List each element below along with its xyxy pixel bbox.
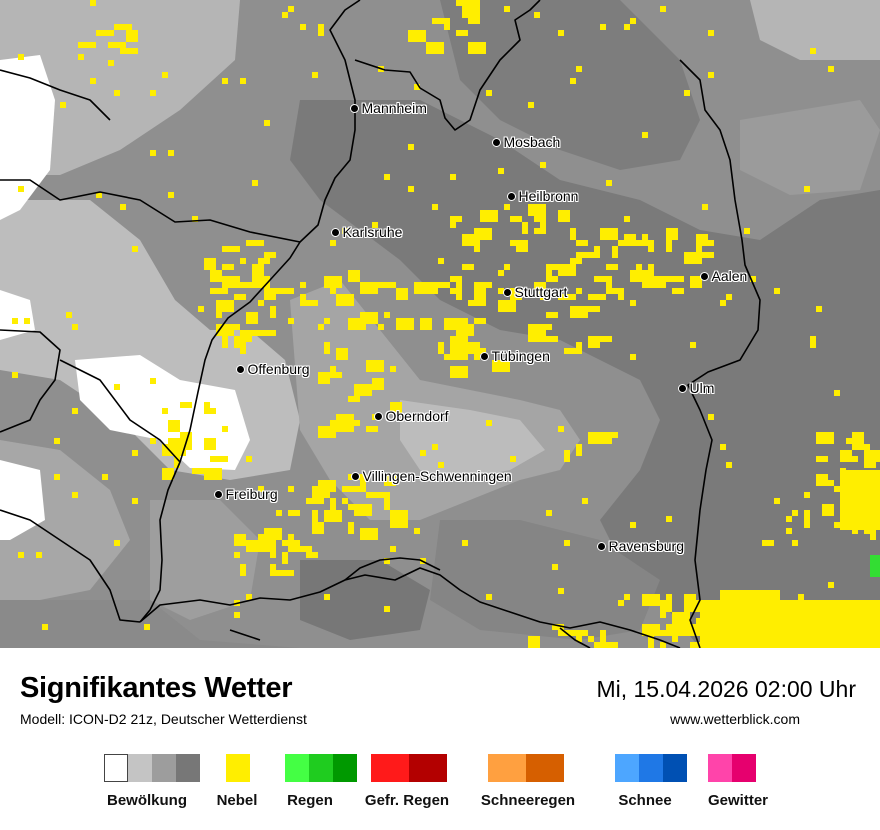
legend-label-thunderstorm: Gewitter — [707, 792, 769, 809]
legend-swatch — [526, 754, 564, 782]
legend-label-rain: Regen — [287, 792, 333, 809]
border-lines — [0, 0, 761, 648]
city-marker-freiburg[interactable]: Freiburg — [213, 486, 278, 502]
legend-swatches — [371, 754, 447, 782]
city-marker-mosbach[interactable]: Mosbach — [491, 134, 561, 150]
map-footer: Signifikantes Wetter Modell: ICON-D2 21z… — [0, 648, 880, 830]
city-marker-ravensburg[interactable]: Ravensburg — [596, 538, 685, 554]
legend-freezing-rain — [371, 754, 447, 782]
page-title: Signifikantes Wetter — [20, 672, 293, 704]
legend-swatches — [615, 754, 687, 782]
model-info: Modell: ICON-D2 21z, Deutscher Wetterdie… — [20, 711, 307, 727]
city-marker-oberndorf[interactable]: Oberndorf — [373, 408, 449, 424]
legend-swatches — [488, 754, 564, 782]
legend-swatch — [285, 754, 309, 782]
city-label: Stuttgart — [514, 284, 568, 300]
legend-swatches — [226, 754, 250, 782]
city-dot — [479, 351, 489, 361]
legend-swatches — [104, 754, 200, 782]
city-marker-karlsruhe[interactable]: Karlsruhe — [330, 224, 403, 240]
legend-swatch — [639, 754, 663, 782]
legend-swatch — [104, 754, 128, 782]
city-label: Freiburg — [225, 486, 278, 502]
city-marker-stuttgart[interactable]: Stuttgart — [502, 284, 568, 300]
legend-label-fog: Nebel — [216, 792, 258, 809]
city-dot — [502, 287, 512, 297]
legend-swatch — [128, 754, 152, 782]
forecast-datetime: Mi, 15.04.2026 02:00 Uhr — [596, 676, 856, 702]
cloud-cover-layer — [0, 0, 880, 648]
legend-rain — [285, 754, 357, 782]
city-label: Ulm — [689, 380, 715, 396]
legend-snow — [615, 754, 687, 782]
city-dot — [373, 411, 383, 421]
city-label: Mosbach — [503, 134, 561, 150]
city-label: Heilbronn — [518, 188, 579, 204]
city-label: Aalen — [711, 268, 748, 284]
legend-label-cloud-cover: Bewölkung — [106, 792, 188, 809]
city-dot — [330, 227, 340, 237]
legend-label-sleet: Schneeregen — [480, 792, 576, 809]
legend-swatches — [708, 754, 756, 782]
legend-fog — [226, 754, 250, 782]
city-marker-ulm[interactable]: Ulm — [677, 380, 715, 396]
legend-swatch — [333, 754, 357, 782]
city-dot — [506, 191, 516, 201]
legend-swatch — [176, 754, 200, 782]
legend-swatch — [663, 754, 687, 782]
city-dot — [349, 103, 359, 113]
city-dot — [596, 541, 606, 551]
city-label: Villingen-Schwenningen — [362, 468, 512, 484]
legend-sleet — [488, 754, 564, 782]
city-marker-offenburg[interactable]: Offenburg — [235, 361, 310, 377]
legend-thunderstorm — [708, 754, 756, 782]
legend-swatch — [488, 754, 526, 782]
legend-swatch — [371, 754, 409, 782]
city-label: Offenburg — [247, 361, 310, 377]
city-dot — [699, 271, 709, 281]
city-marker-tuebingen[interactable]: Tübingen — [479, 348, 550, 364]
city-label: Ravensburg — [608, 538, 685, 554]
city-dot — [677, 383, 687, 393]
fog-layer — [12, 0, 880, 648]
legend-cloud-cover — [104, 754, 200, 782]
legend-swatch — [152, 754, 176, 782]
rain-area — [870, 555, 880, 577]
city-label: Mannheim — [361, 100, 427, 116]
city-marker-villingen-schwenningen[interactable]: Villingen-Schwenningen — [350, 468, 512, 484]
legend-swatch — [708, 754, 732, 782]
city-label: Tübingen — [491, 348, 550, 364]
legend-swatch — [409, 754, 447, 782]
city-dot — [235, 364, 245, 374]
city-label: Oberndorf — [385, 408, 449, 424]
legend-swatch — [309, 754, 333, 782]
city-marker-heilbronn[interactable]: Heilbronn — [506, 188, 579, 204]
legend-swatch — [732, 754, 756, 782]
weather-map: Mannheim Mosbach Heilbronn Karlsruhe Stu… — [0, 0, 880, 648]
legend-swatch — [615, 754, 639, 782]
legend-label-freezing-rain: Gefr. Regen — [364, 792, 450, 809]
city-dot — [350, 471, 360, 481]
city-marker-mannheim[interactable]: Mannheim — [349, 100, 427, 116]
city-dot — [491, 137, 501, 147]
city-dot — [213, 489, 223, 499]
map-canvas — [0, 0, 880, 648]
legend-label-snow: Schnee — [618, 792, 672, 809]
city-marker-aalen[interactable]: Aalen — [699, 268, 748, 284]
legend-swatches — [285, 754, 357, 782]
website-link[interactable]: www.wetterblick.com — [670, 711, 800, 727]
city-label: Karlsruhe — [342, 224, 403, 240]
legend-swatch — [226, 754, 250, 782]
